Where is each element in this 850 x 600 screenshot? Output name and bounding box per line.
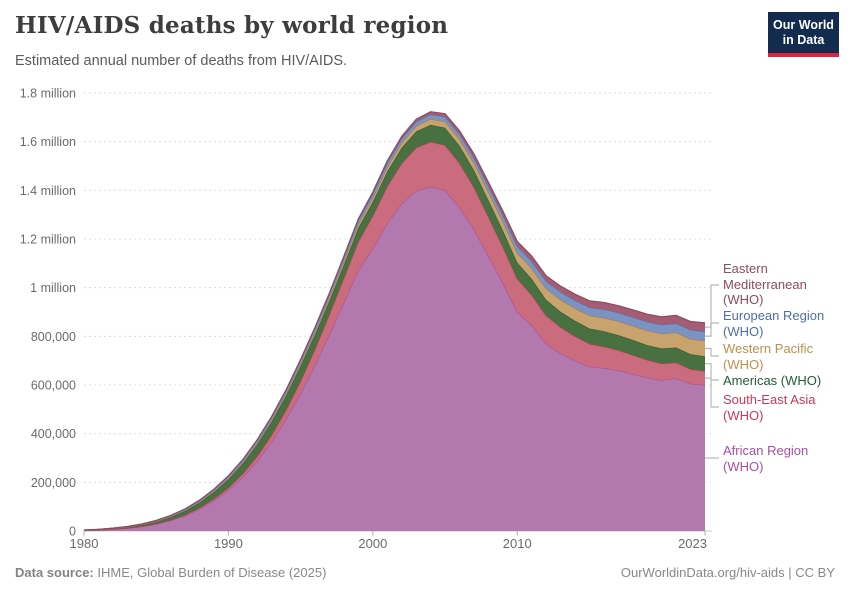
y-axis-tick-label: 1.4 million <box>20 184 76 198</box>
legend-item-western-pacific[interactable]: Western Pacific (WHO) <box>723 341 814 372</box>
page-title: HIV/AIDS deaths by world region <box>15 12 449 39</box>
owid-logo-line2: in Data <box>782 33 825 47</box>
x-axis-tick-label: 2023 <box>678 536 707 551</box>
legend-connector <box>705 347 719 357</box>
legend-item-european-region[interactable]: European Region (WHO) <box>723 308 825 339</box>
x-axis-tick-label: 2000 <box>358 536 387 551</box>
legend-connector <box>705 377 719 408</box>
area-african[interactable] <box>84 186 705 531</box>
legend-connector <box>705 322 719 337</box>
y-axis-tick-label: 1 million <box>30 281 76 295</box>
data-source-value: IHME, Global Burden of Disease (2025) <box>93 565 327 580</box>
legend-connector <box>705 284 719 328</box>
legend-item-african-region[interactable]: African Region (WHO) <box>723 443 809 474</box>
legend-item-eastern-mediterranean[interactable]: Eastern Mediterranean (WHO) <box>723 261 807 307</box>
y-axis-tick-label: 1.2 million <box>20 232 76 246</box>
y-axis-tick-label: 800,000 <box>31 330 76 344</box>
legend-connectors <box>705 284 719 459</box>
area-series[interactable] <box>83 111 706 532</box>
y-axis-tick-label: 1.6 million <box>20 135 76 149</box>
license-link[interactable]: OurWorldinData.org/hiv-aids | CC BY <box>620 565 835 580</box>
gridlines: 0 200,000 400,000 600,000 800,000 1 million 1.… <box>20 86 712 539</box>
legend-connector <box>705 363 719 381</box>
data-source-label: Data source: <box>15 565 94 580</box>
chart-footer: Data source: IHME, Global Burden of Dise… <box>15 565 835 580</box>
edge-eastern_mediterranean <box>83 111 706 531</box>
x-axis-tick-label: 1990 <box>214 536 243 551</box>
x-axis-tick-label: 2010 <box>503 536 532 551</box>
data-source-text: Data source: IHME, Global Burden of Dise… <box>15 565 326 580</box>
x-axis-tick-label: 1980 <box>70 536 99 551</box>
owid-logo[interactable]: Our World in Data <box>768 12 839 57</box>
legend-item-south-east-asia[interactable]: South-East Asia (WHO) <box>723 392 816 423</box>
legend-item-americas[interactable]: Americas (WHO) <box>723 373 822 388</box>
y-axis-tick-label: 0 <box>69 525 76 539</box>
y-axis-tick-label: 1.8 million <box>20 86 76 100</box>
owid-logo-line1: Our World <box>773 18 834 32</box>
chart-subtitle: Estimated annual number of deaths from H… <box>15 53 348 69</box>
x-axis: 1980 1990 2000 2010 2023 <box>70 531 707 551</box>
y-axis-tick-label: 200,000 <box>31 476 76 490</box>
y-axis-tick-label: 600,000 <box>31 378 76 392</box>
y-axis-tick-label: 400,000 <box>31 427 76 441</box>
area-americas[interactable] <box>84 124 705 531</box>
